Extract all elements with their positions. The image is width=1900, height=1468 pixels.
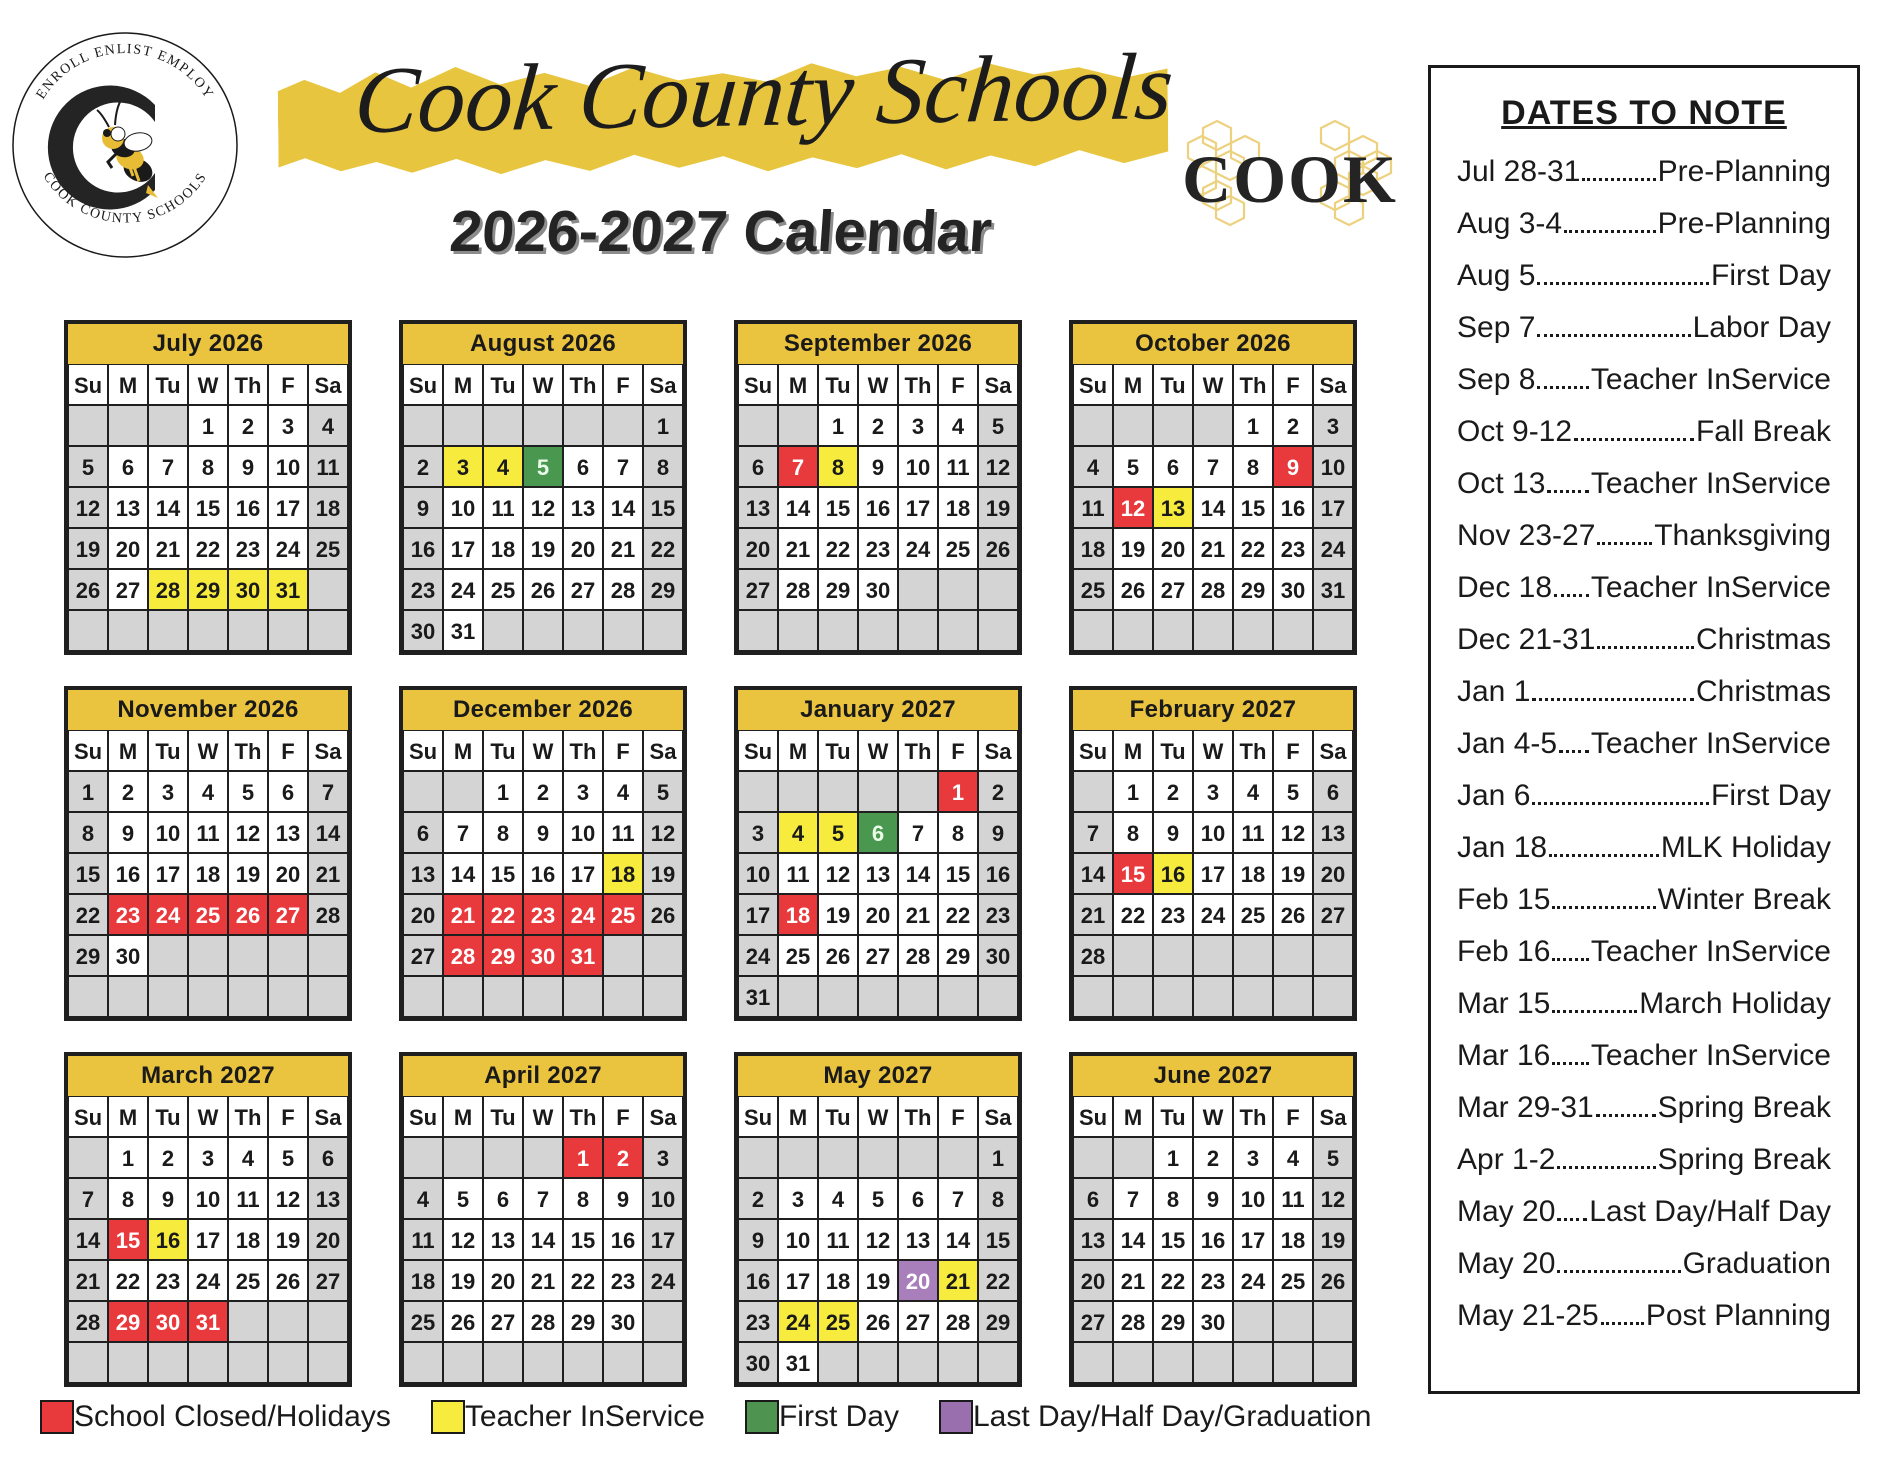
svg-text:COOK: COOK xyxy=(1182,141,1398,217)
